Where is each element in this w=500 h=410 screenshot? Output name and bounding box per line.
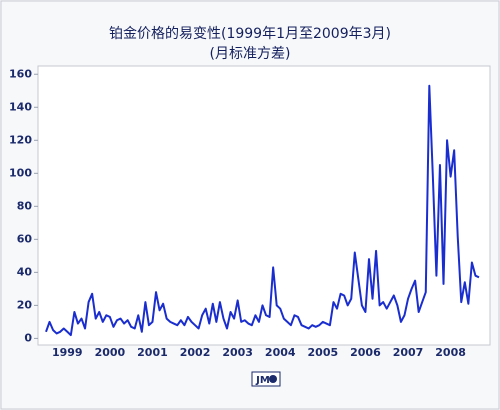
y-tick-label: 160: [9, 67, 32, 80]
x-tick-label: 1999: [52, 346, 83, 359]
y-tick-label: 80: [17, 199, 33, 212]
x-tick-label: 2005: [308, 346, 339, 359]
y-tick-label: 100: [9, 166, 32, 179]
x-tick-label: 2007: [393, 346, 424, 359]
x-tick-label: 2004: [265, 346, 296, 359]
logo-icon: [269, 375, 277, 383]
line-series: [45, 84, 480, 337]
y-tick-label: 20: [17, 298, 33, 311]
x-tick-label: 2000: [95, 346, 126, 359]
logo: JM: [255, 375, 270, 386]
plot-area: [37, 65, 491, 346]
x-tick-label: 2001: [137, 346, 168, 359]
y-tick-label: 40: [17, 265, 33, 278]
x-tick-label: 2008: [435, 346, 466, 359]
chart-subtitle: (月标准方差): [210, 46, 291, 62]
y-tick-label: 140: [9, 100, 32, 113]
y-tick-label: 120: [9, 133, 32, 146]
x-tick-label: 2002: [180, 346, 211, 359]
chart-title: 铂金价格的易变性(1999年1月至2009年3月): [109, 26, 391, 42]
y-tick-label: 0: [24, 331, 32, 344]
x-tick-label: 2003: [222, 346, 253, 359]
y-tick-label: 60: [17, 232, 33, 245]
x-tick-label: 2006: [350, 346, 381, 359]
